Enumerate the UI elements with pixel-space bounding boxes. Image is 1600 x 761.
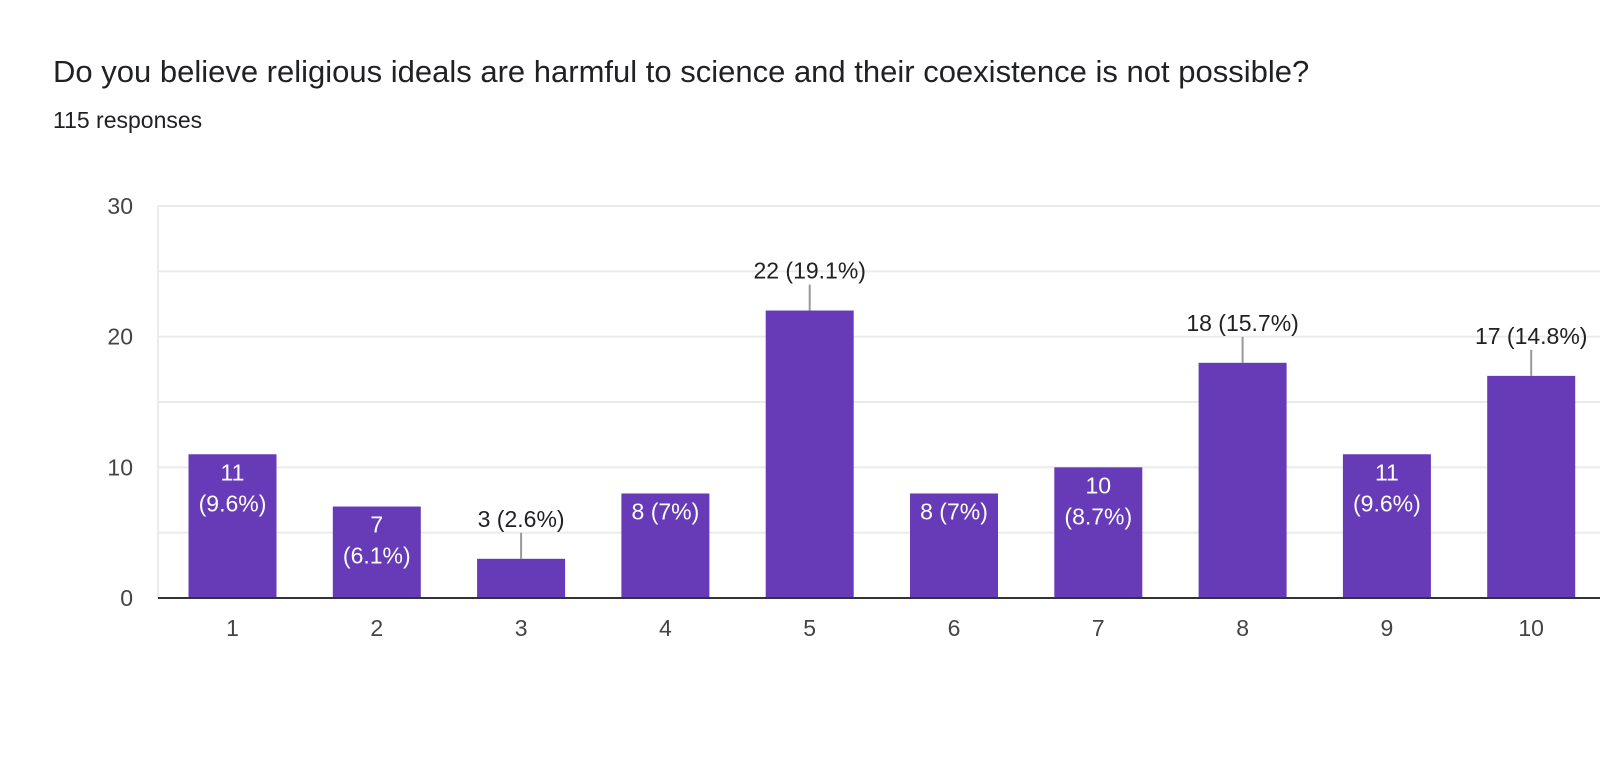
data-label: 10 <box>1086 472 1112 498</box>
data-label: 3 (2.6%) <box>478 506 565 532</box>
chart-title: Do you believe religious ideals are harm… <box>53 54 1310 89</box>
data-label: (9.6%) <box>1353 490 1421 516</box>
bar-9[interactable] <box>1342 454 1431 598</box>
bar-2[interactable] <box>332 506 421 598</box>
bar-10[interactable] <box>1487 375 1576 598</box>
x-tick-label: 1 <box>226 615 239 641</box>
x-tick-label: 7 <box>1092 615 1105 641</box>
y-tick-label: 10 <box>107 454 133 480</box>
data-label: 7 <box>370 512 383 538</box>
y-tick-label: 30 <box>107 193 133 219</box>
x-tick-label: 2 <box>370 615 383 641</box>
data-label: 8 (7%) <box>632 498 700 524</box>
x-tick-label: 6 <box>948 615 961 641</box>
x-tick-label: 3 <box>515 615 528 641</box>
data-label: 17 (14.8%) <box>1475 323 1588 349</box>
axes: 0 10 20 30 1 2 3 4 5 6 7 8 9 10 <box>107 193 1600 641</box>
y-tick-label: 20 <box>107 324 133 350</box>
bar-7[interactable] <box>1054 467 1143 598</box>
bar-1[interactable] <box>188 454 277 598</box>
bar-3[interactable] <box>477 558 566 598</box>
bar-5[interactable] <box>765 310 854 598</box>
data-label: 18 (15.7%) <box>1186 310 1299 336</box>
data-label: (9.6%) <box>199 490 267 516</box>
x-tick-label: 10 <box>1518 615 1544 641</box>
data-label: 8 (7%) <box>920 498 988 524</box>
data-label: 22 (19.1%) <box>753 258 866 284</box>
data-label: 11 <box>1375 459 1399 485</box>
x-tick-label: 9 <box>1381 615 1394 641</box>
y-tick-label: 0 <box>120 585 133 611</box>
bar-8[interactable] <box>1198 362 1287 598</box>
data-label: (8.7%) <box>1064 503 1132 529</box>
bars <box>188 310 1576 598</box>
x-tick-label: 5 <box>803 615 816 641</box>
bar-4[interactable] <box>621 493 710 598</box>
data-label: 11 <box>221 459 245 485</box>
data-label: (6.1%) <box>343 543 411 569</box>
data-labels: 11 (9.6%) 7 (6.1%) 3 (2.6%) 8 (7%) 22 (19.1%) 8… <box>199 258 1588 569</box>
x-tick-label: 8 <box>1236 615 1249 641</box>
x-tick-label: 4 <box>659 615 672 641</box>
bar-6[interactable] <box>910 493 998 598</box>
response-count: 115 responses <box>53 107 203 133</box>
